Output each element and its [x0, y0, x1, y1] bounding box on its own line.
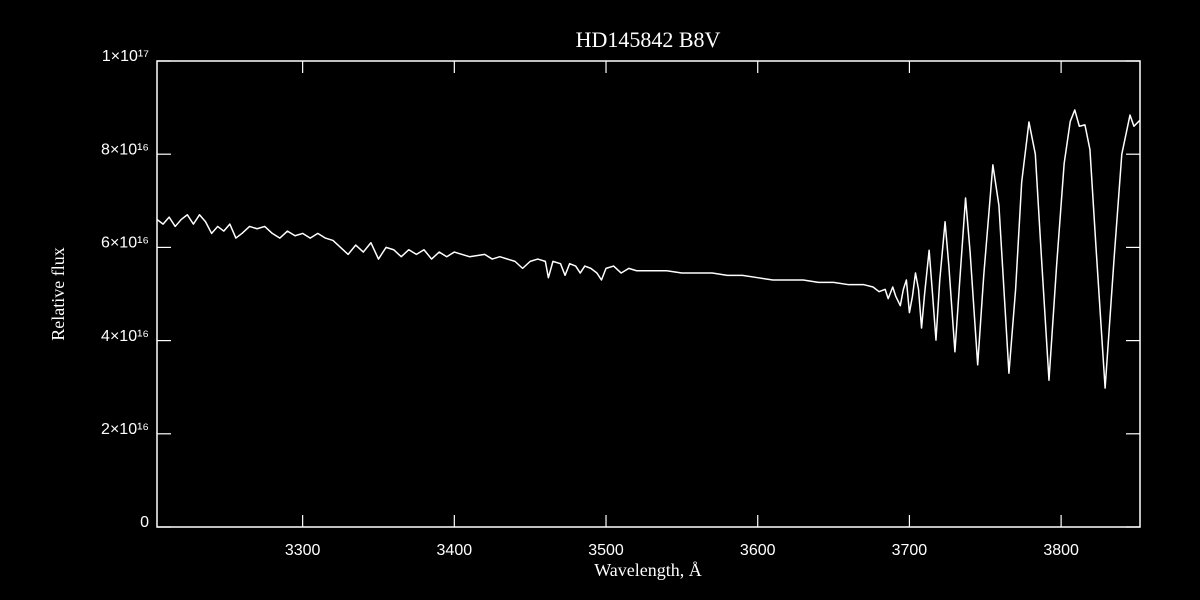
y-tick-label: 1×10¹⁷: [102, 48, 149, 65]
y-tick-label: 0: [140, 514, 149, 531]
x-tick-label: 3700: [892, 542, 928, 559]
y-tick-label: 6×10¹⁶: [101, 235, 149, 252]
y-tick-label: 2×10¹⁶: [101, 421, 149, 438]
chart-title: HD145842 B8V: [576, 27, 721, 52]
x-tick-label: 3300: [285, 542, 321, 559]
x-tick-label: 3400: [437, 542, 473, 559]
plot-frame: [156, 60, 1141, 528]
spectrum-line: [156, 109, 1141, 389]
x-axis-label: Wavelength, Å: [594, 560, 702, 580]
y-axis-label: Relative flux: [48, 247, 68, 340]
y-tick-label: 4×10¹⁶: [101, 328, 149, 345]
y-tick-label: 8×10¹⁶: [101, 141, 149, 158]
x-tick-label: 3800: [1043, 542, 1079, 559]
x-tick-label: 3600: [740, 542, 776, 559]
x-tick-label: 3500: [588, 542, 624, 559]
